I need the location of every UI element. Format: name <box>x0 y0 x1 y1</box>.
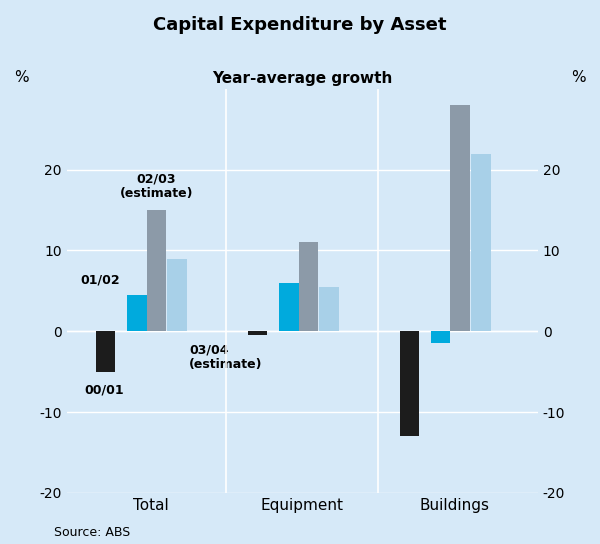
Bar <box>471 153 491 331</box>
Bar <box>279 283 299 331</box>
Text: Capital Expenditure by Asset: Capital Expenditure by Asset <box>153 16 447 34</box>
Bar <box>95 331 115 372</box>
Bar <box>127 295 146 331</box>
Text: %: % <box>14 70 29 85</box>
Bar <box>299 243 318 331</box>
Bar <box>319 287 339 331</box>
Text: 00/01: 00/01 <box>84 384 124 397</box>
Bar <box>248 331 268 335</box>
Bar <box>400 331 419 436</box>
Bar <box>167 258 187 331</box>
Title: Year-average growth: Year-average growth <box>212 71 392 86</box>
Bar <box>146 210 166 331</box>
Bar <box>431 331 451 343</box>
Text: %: % <box>571 70 586 85</box>
Bar <box>451 105 470 331</box>
Text: 02/03
(estimate): 02/03 (estimate) <box>120 172 193 200</box>
Text: 01/02: 01/02 <box>80 274 120 287</box>
Text: 03/04
(estimate): 03/04 (estimate) <box>189 343 263 372</box>
Text: Source: ABS: Source: ABS <box>54 526 130 539</box>
